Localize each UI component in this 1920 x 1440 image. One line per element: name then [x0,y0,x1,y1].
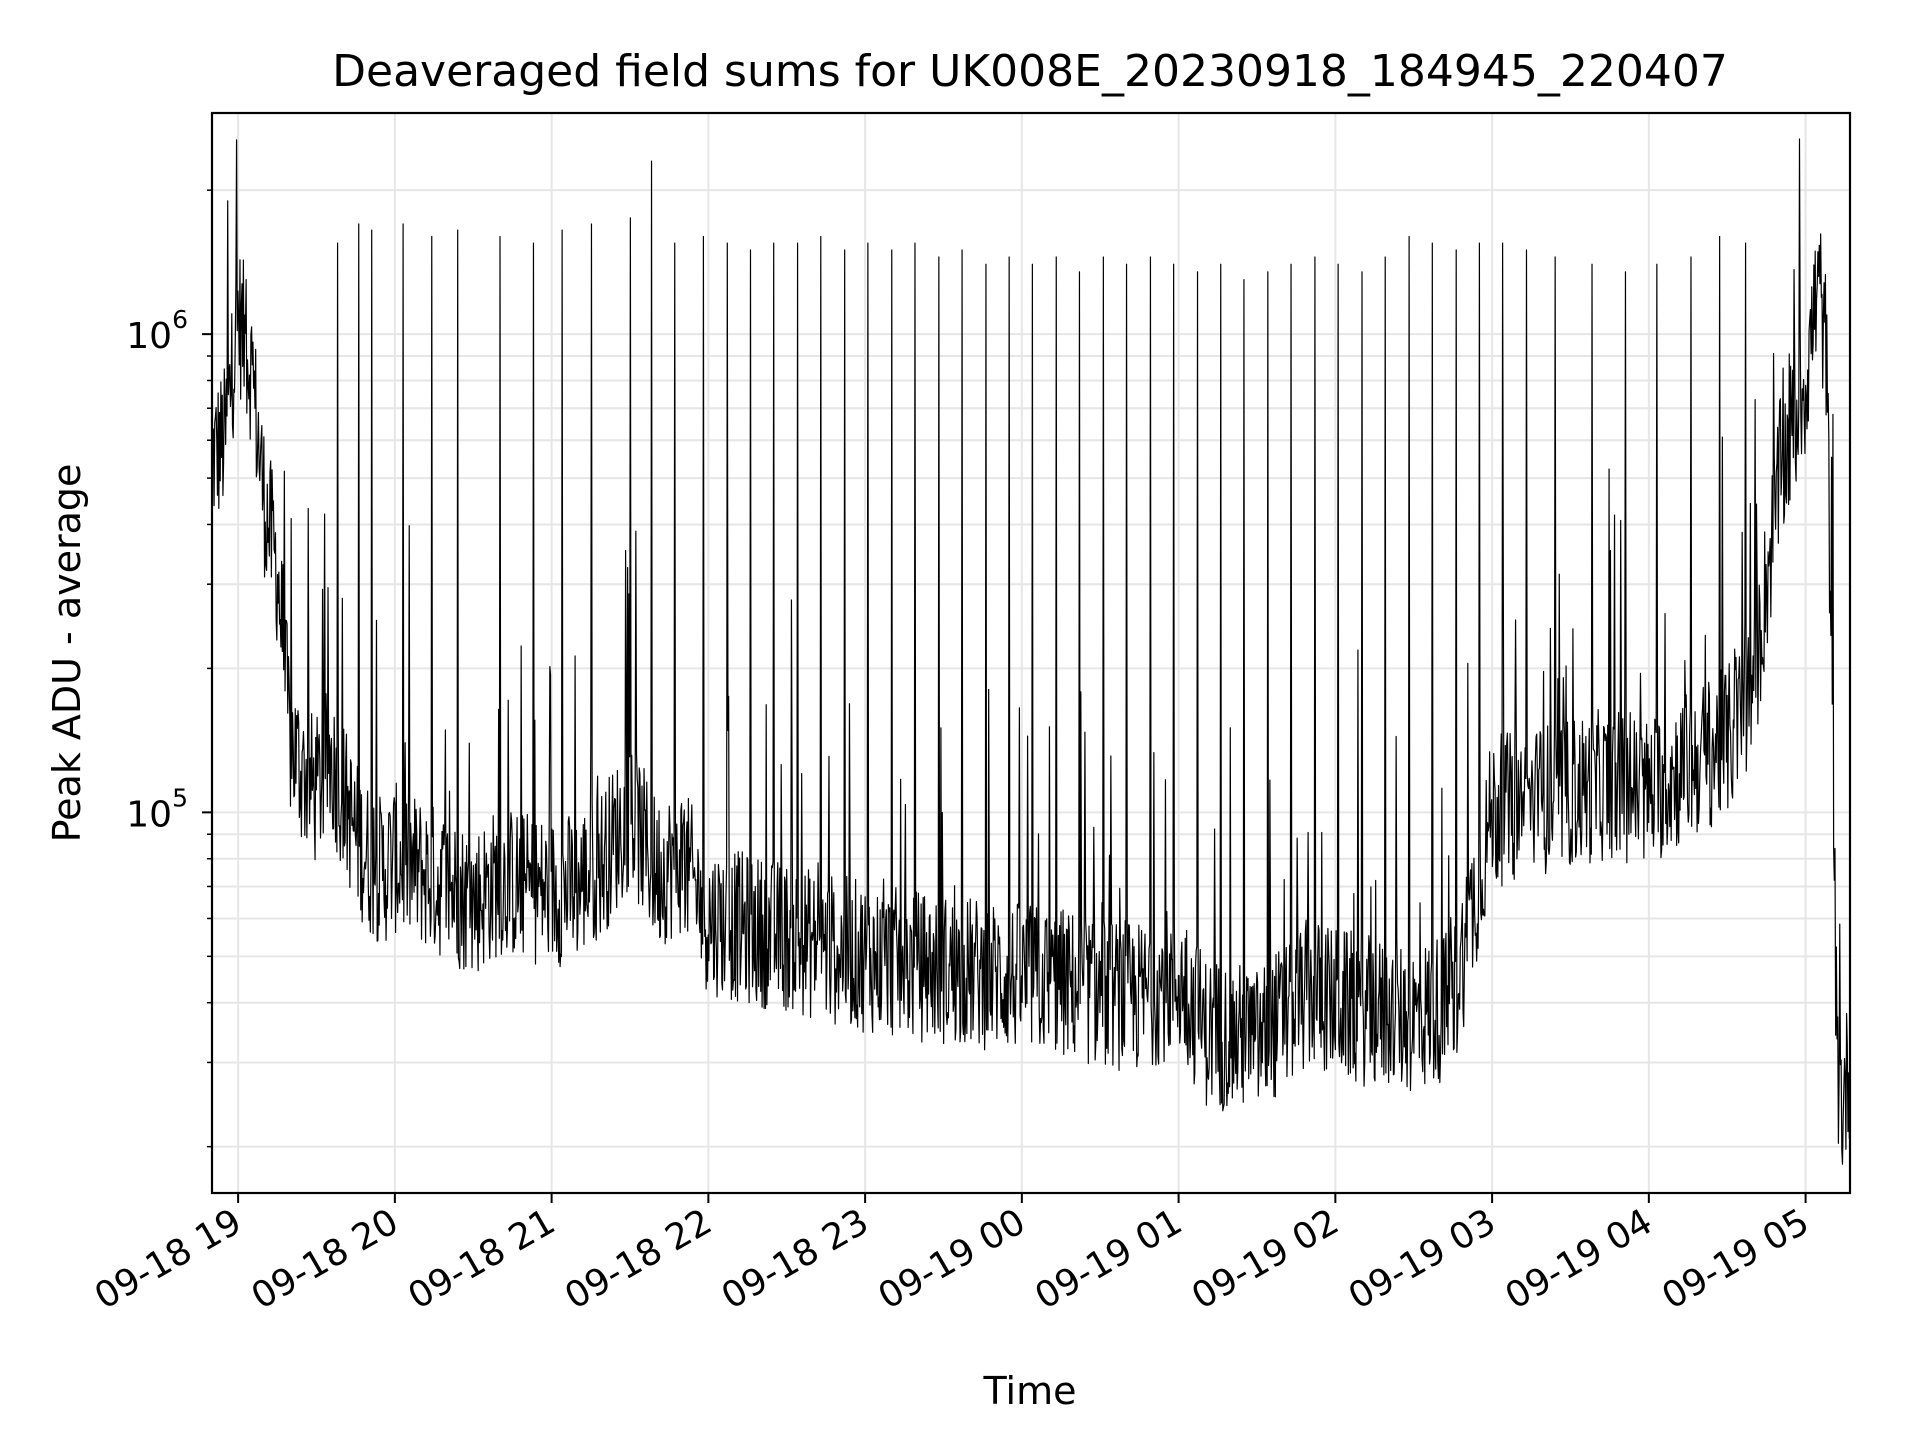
x-axis-label: Time [983,1369,1077,1413]
chart-title: Deaveraged field sums for UK008E_2023091… [332,46,1728,97]
plot-series-group [212,138,1850,1165]
y-tick-label: 10 [126,316,172,357]
y-tick-exponent: 5 [172,783,188,812]
y-tick-exponent: 6 [172,305,188,334]
y-axis-label: Peak ADU - average [45,464,89,843]
series-line [212,138,1850,1165]
y-tick-label: 10 [126,794,172,835]
plot-frame [210,111,1852,1195]
